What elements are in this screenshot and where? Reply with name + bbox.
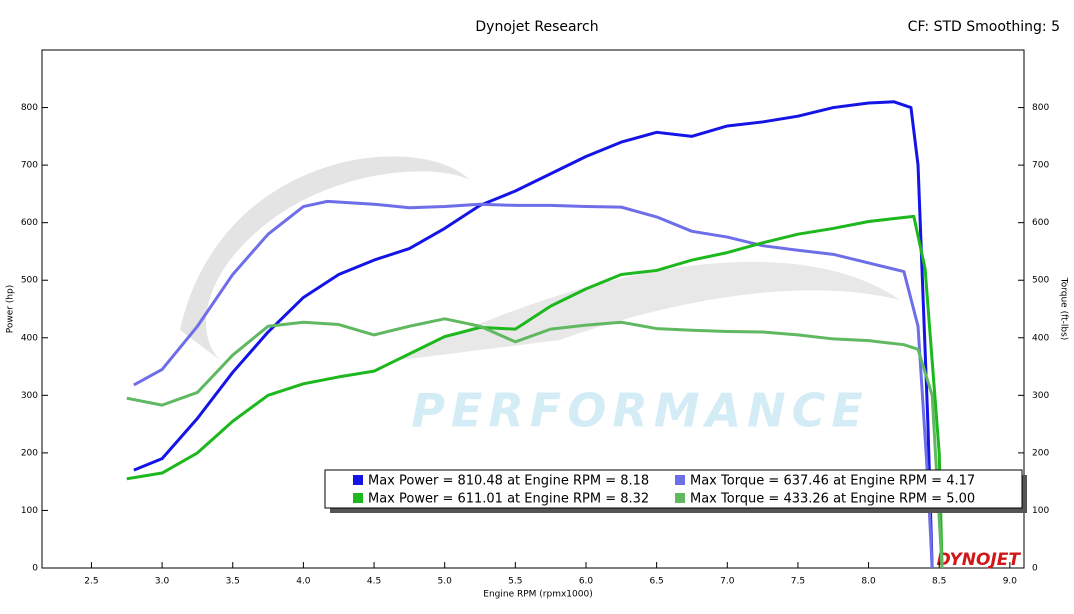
x-tick-label: 6.0 bbox=[579, 577, 594, 587]
y2-tick-label: 400 bbox=[1032, 333, 1049, 343]
series-line bbox=[133, 199, 934, 569]
y2-tick-label: 100 bbox=[1032, 506, 1049, 516]
y-axis-label: Power (hp) bbox=[6, 285, 16, 334]
legend-label: Max Torque = 433.26 at Engine RPM = 5.00 bbox=[690, 492, 975, 507]
y-tick-label: 600 bbox=[21, 218, 38, 228]
y2-tick-label: 800 bbox=[1032, 103, 1049, 113]
legend-label: Max Torque = 637.46 at Engine RPM = 4.17 bbox=[690, 474, 975, 489]
x-axis-label: Engine RPM (rpmx1000) bbox=[483, 590, 592, 600]
legend-label: Max Power = 611.01 at Engine RPM = 8.32 bbox=[368, 492, 649, 507]
x-tick-label: 3.5 bbox=[226, 577, 240, 587]
series-line bbox=[133, 100, 934, 569]
legend-swatch bbox=[675, 475, 685, 485]
x-tick-label: 8.5 bbox=[932, 577, 946, 587]
y-tick-label: 100 bbox=[21, 506, 38, 516]
x-tick-label: 2.5 bbox=[84, 577, 98, 587]
y2-tick-label: 200 bbox=[1032, 448, 1049, 458]
y-tick-label: 300 bbox=[21, 391, 38, 401]
legend-label: Max Power = 810.48 at Engine RPM = 8.18 bbox=[368, 474, 649, 489]
y-tick-label: 0 bbox=[32, 564, 38, 574]
series-line bbox=[126, 317, 944, 569]
x-tick-label: 4.0 bbox=[296, 577, 311, 587]
logo: DYNOJET bbox=[937, 550, 1022, 570]
x-tick-label: 8.0 bbox=[861, 577, 876, 587]
x-tick-label: 9.0 bbox=[1003, 577, 1018, 587]
chart-title: Dynojet Research bbox=[475, 19, 598, 35]
x-tick-label: 3.0 bbox=[155, 577, 170, 587]
chart-subtitle: CF: STD Smoothing: 5 bbox=[908, 19, 1060, 35]
legend bbox=[324, 469, 1023, 509]
y-tick-label: 200 bbox=[21, 448, 38, 458]
x-tick-label: 5.5 bbox=[508, 577, 522, 587]
logo-swoosh bbox=[400, 261, 900, 360]
y2-axis-label: Torque (ft-lbs) bbox=[1059, 277, 1069, 341]
y2-tick-label: 0 bbox=[1032, 564, 1038, 574]
y2-tick-label: 500 bbox=[1032, 276, 1049, 286]
x-tick-label: 6.5 bbox=[649, 577, 663, 587]
y-tick-label: 400 bbox=[21, 333, 38, 343]
legend-swatch bbox=[353, 493, 363, 503]
y2-tick-label: 700 bbox=[1032, 161, 1049, 171]
legend-swatch bbox=[675, 493, 685, 503]
x-tick-label: 5.0 bbox=[438, 577, 453, 587]
legend-swatch bbox=[353, 475, 363, 485]
series-line bbox=[126, 214, 944, 569]
x-tick-label: 4.5 bbox=[367, 577, 381, 587]
y2-tick-label: 600 bbox=[1032, 218, 1049, 228]
y-tick-label: 700 bbox=[21, 161, 38, 171]
x-tick-label: 7.0 bbox=[720, 577, 735, 587]
y-tick-label: 800 bbox=[21, 103, 38, 113]
y-tick-label: 500 bbox=[21, 276, 38, 286]
watermark: PERFORMANCE bbox=[411, 384, 869, 438]
y2-tick-label: 300 bbox=[1032, 391, 1049, 401]
x-tick-label: 7.5 bbox=[791, 577, 805, 587]
